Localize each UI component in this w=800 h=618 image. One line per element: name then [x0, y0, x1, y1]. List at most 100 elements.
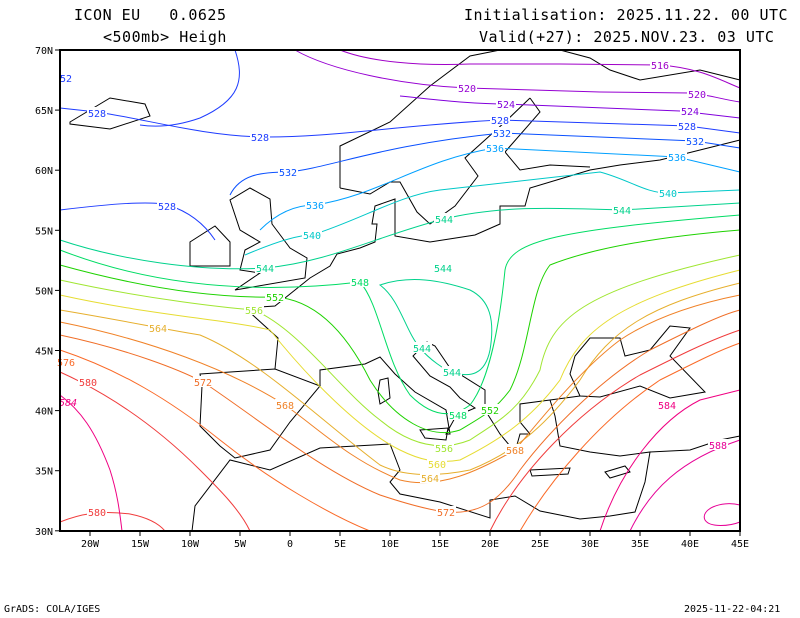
- contour-label: 552: [266, 293, 284, 304]
- contour-label: 528: [88, 109, 106, 120]
- contour-label-bg: [87, 506, 107, 517]
- contour-556: [59, 254, 741, 447]
- lon-label: 0: [287, 539, 293, 550]
- lat-label: 45N: [35, 347, 53, 358]
- model-title: ICON EU 0.0625: [74, 6, 227, 24]
- contour-label: 528: [491, 116, 509, 127]
- init-time: Initialisation: 2025.11.22. 00 UTC: [464, 6, 789, 24]
- coastline: [191, 399, 651, 532]
- contour-label-bg: [434, 213, 454, 224]
- coastline: [319, 341, 581, 454]
- coastline: [339, 97, 531, 225]
- coastline: [419, 427, 449, 441]
- contour-label: 568: [276, 401, 294, 412]
- contour-label-bg: [157, 200, 177, 211]
- contour-544: [378, 279, 493, 376]
- contour-528: [139, 49, 240, 127]
- edge-contour-label: 584: [59, 398, 77, 409]
- coastline: [504, 97, 591, 171]
- contour-label: 584: [658, 401, 676, 412]
- contour-label-bg: [265, 291, 285, 302]
- contour-label: 544: [434, 264, 452, 275]
- coastline: [377, 377, 391, 405]
- contour-label: 548: [449, 411, 467, 422]
- contour-label-bg: [148, 322, 168, 333]
- contour-label: 544: [413, 344, 431, 355]
- coastline: [199, 368, 321, 459]
- contour-label-bg: [78, 376, 98, 387]
- coastline: [529, 467, 571, 477]
- contour-label: 568: [506, 446, 524, 457]
- contour-label-bg: [87, 107, 107, 118]
- edge-contour-label: 52: [60, 74, 72, 85]
- contour-label-bg: [496, 98, 516, 109]
- contour-572: [59, 309, 741, 513]
- lat-label: 65N: [35, 106, 53, 117]
- contour-label-bg: [650, 59, 670, 70]
- lon-label: 20E: [481, 539, 499, 550]
- contour-label-bg: [275, 399, 295, 410]
- contour-584: [59, 394, 123, 532]
- contour-560: [59, 269, 741, 463]
- contour-labels: 5165205205245245285285285285285325325325…: [57, 59, 728, 519]
- contour-label-bg: [305, 199, 325, 210]
- lon-label: 5E: [334, 539, 346, 550]
- contour-label: 556: [435, 444, 453, 455]
- contour-label: 532: [493, 129, 511, 140]
- coastline: [559, 49, 741, 81]
- lon-label: 10E: [381, 539, 399, 550]
- contour-label-bg: [193, 376, 213, 387]
- contour-label: 528: [251, 133, 269, 144]
- lat-label: 50N: [35, 286, 53, 297]
- axis-ticks: 20W 15W 10W 5W 0 5E 10E 15E 20E 25E 30E 35E 40E 45E 70…: [35, 46, 749, 550]
- contour-label-bg: [434, 442, 454, 453]
- contour-label: 572: [194, 378, 212, 389]
- contour-588: [629, 439, 741, 532]
- lon-label: 40E: [681, 539, 699, 550]
- lon-label: 35E: [631, 539, 649, 550]
- contour-label: 516: [651, 61, 669, 72]
- contour-label: 572: [437, 508, 455, 519]
- contour-label-bg: [448, 409, 468, 420]
- contour-label-bg: [657, 399, 677, 410]
- lon-label: 15E: [431, 539, 449, 550]
- contour-label: 552: [481, 406, 499, 417]
- contour-548: [59, 214, 741, 415]
- contour-520: [294, 49, 741, 103]
- contour-label: 580: [88, 508, 106, 519]
- coastline: [339, 49, 501, 188]
- contour-label: 540: [659, 189, 677, 200]
- coastline: [649, 435, 741, 453]
- contour-580: [59, 511, 166, 532]
- valid-time: Valid(+27): 2025.NOV.23. 03 UTC: [479, 28, 775, 46]
- render-timestamp: 2025-11-22-04:21: [684, 604, 781, 615]
- contour-label-bg: [492, 127, 512, 138]
- coastline: [189, 225, 231, 267]
- lat-label: 60N: [35, 166, 53, 177]
- contour-532: [229, 132, 741, 196]
- coastlines: [69, 49, 741, 532]
- contour-528: [59, 202, 216, 241]
- contour-label: 540: [303, 231, 321, 242]
- coastline: [229, 187, 308, 291]
- contour-label-bg: [278, 166, 298, 177]
- lon-label: 45E: [731, 539, 749, 550]
- contour-576: [59, 349, 371, 532]
- contour-label: 564: [421, 474, 439, 485]
- contour-576: [519, 342, 741, 532]
- contour-label-bg: [667, 151, 687, 162]
- height-contours: [59, 49, 741, 532]
- contour-label: 532: [279, 168, 297, 179]
- lon-label: 5W: [234, 539, 247, 550]
- lon-label: 10W: [181, 539, 200, 550]
- contour-label: 548: [351, 278, 369, 289]
- contour-552: [59, 229, 741, 434]
- contour-588: [703, 503, 741, 526]
- contour-label: 556: [245, 306, 263, 317]
- contour-label-bg: [433, 262, 453, 273]
- contour-568: [59, 294, 741, 484]
- lat-label: 70N: [35, 46, 53, 57]
- contour-580: [59, 371, 251, 532]
- coastline: [604, 465, 631, 479]
- contour-label-bg: [680, 105, 700, 116]
